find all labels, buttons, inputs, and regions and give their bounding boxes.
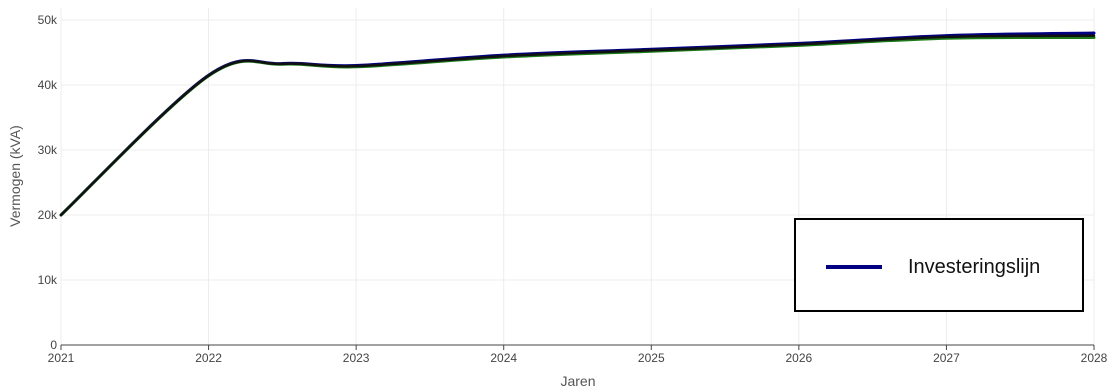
series-lines — [59, 31, 1096, 217]
x-tick-label: 2024 — [490, 351, 517, 365]
x-tick-label: 2022 — [195, 351, 222, 365]
x-tick-label: 2026 — [786, 351, 813, 365]
x-axis-title: Jaren — [560, 373, 595, 389]
y-tick-label: 0 — [50, 338, 57, 352]
grid — [60, 8, 1095, 345]
series-line-3 — [59, 34, 1096, 217]
y-axis-ticks: 0 10k 20k 30k 40k 50k — [38, 13, 58, 352]
y-tick-label: 50k — [38, 13, 58, 27]
x-tick-label: 2028 — [1081, 351, 1108, 365]
x-tick-label: 2025 — [638, 351, 665, 365]
series-line-2 — [59, 35, 1096, 217]
x-axis-ticks: 2021 2022 2023 2024 2025 2026 2027 2028 — [48, 345, 1108, 365]
y-tick-label: 40k — [38, 78, 58, 92]
legend-swatch — [826, 265, 882, 269]
x-tick-label: 2023 — [343, 351, 370, 365]
legend: Investeringslijn — [794, 218, 1084, 312]
legend-label: Investeringslijn — [908, 256, 1041, 278]
x-tick-label: 2027 — [933, 351, 960, 365]
y-tick-label: 30k — [38, 143, 58, 157]
x-tick-label: 2021 — [48, 351, 75, 365]
y-tick-label: 20k — [38, 208, 58, 222]
y-axis-title: Vermogen (kVA) — [7, 125, 23, 227]
y-tick-label: 10k — [38, 273, 58, 287]
series-line-1 — [59, 31, 1096, 217]
